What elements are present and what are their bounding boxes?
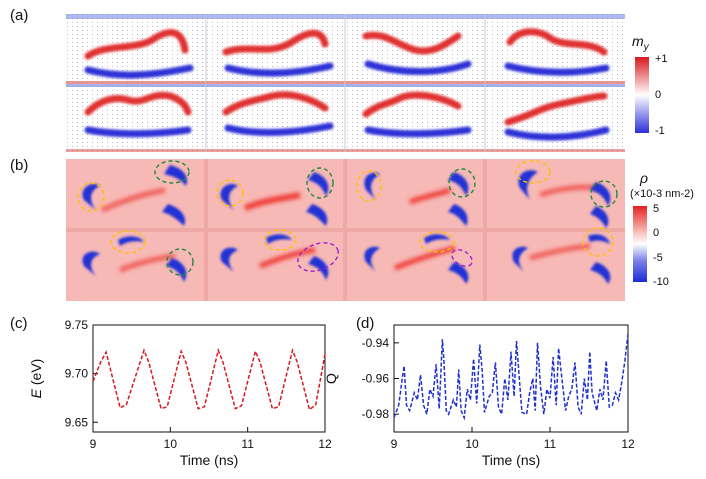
circle-green [590,180,618,208]
domain-wall-2-2 [222,91,334,136]
x-tick-label: 9 [90,437,97,451]
circle-yellow [110,230,146,254]
domain-wall-2-4 [504,92,610,141]
domain-wall-1-2 [222,29,334,77]
y-tick-label: -0.96 [362,372,390,386]
x-tick-label: 11 [544,437,557,451]
series-line-e [92,347,326,411]
x-tick-label: 12 [621,437,635,451]
colorbar-b-unit: (×10-3 nm-2) [630,188,694,200]
circle-yellow [263,229,297,251]
panel-d: (d) 9 10 11 12 -0.94 -0.96 -0.98 Time (ns) Q [323,315,635,468]
domain-wall-2-3 [362,91,472,138]
highlight-circles [77,160,618,276]
x-tick-label: 11 [241,437,254,451]
domain-wall-1-1 [84,29,194,79]
x-tick-label: 10 [465,437,479,451]
circle-green [306,167,334,199]
plot-frame [393,324,629,433]
panel-b-label: (b) [10,157,28,174]
panel-a-label: (a) [10,7,28,24]
x-tick-label: 12 [318,437,332,451]
circle-yellow [77,182,105,212]
colorbar-a-tick: 0 [655,89,661,101]
circle-yellow [515,160,551,184]
circle-purple [451,249,473,267]
circle-yellow [216,179,244,207]
circle-yellow [356,170,382,202]
circle-purple [297,242,339,272]
y-tick-label: 9.70 [65,367,89,381]
circle-yellow [419,231,455,253]
series-line-q [393,333,629,421]
colorbar-b-bar [633,206,647,282]
domain-wall-2-1 [84,91,192,138]
x-tick-label: 9 [391,437,398,451]
circle-yellow [582,227,614,257]
circle-green [448,168,476,198]
chart-charge: 9 10 11 12 -0.94 -0.96 -0.98 Time (ns) Q [323,324,635,468]
colorbar-b-tick: -5 [653,252,663,264]
x-tick-label: 10 [164,437,178,451]
panel-c-label: (c) [10,315,28,332]
colorbar-a: my +1 0 -1 [632,33,668,137]
circle-green [166,248,194,276]
skyrmion-blue-regions [82,165,611,284]
colorbar-b-tick: 5 [653,203,659,215]
charge-density-features [101,184,601,273]
plot-frame [92,324,326,433]
colorbar-b: ρ (×10-3 nm-2) 5 0 -5 -10 [630,170,694,288]
chart-energy: 9 10 11 12 9.65 9.70 9.75 Time (ns) E (eV) [28,318,332,468]
y-tick-label: 9.75 [65,318,89,332]
panel-a: (a) [10,7,668,152]
panel-d-label: (d) [356,315,374,332]
colorbar-a-tick: +1 [655,53,668,65]
domain-wall-1-4 [504,28,610,76]
y-tick-label: -0.94 [362,336,390,350]
colorbar-b-title: ρ [639,170,648,186]
y-axis-label: E (eV) [28,359,44,399]
colorbar-b-tick: 0 [653,227,659,239]
y-tick-label: -0.98 [362,407,390,421]
panel-c: (c) 9 10 11 12 9.65 9.70 9.75 Time (ns) E (eV) [10,315,332,468]
y-axis-label: Q [323,373,339,384]
panel-b: (b) [10,157,694,301]
colorbar-a-tick: -1 [655,125,665,137]
colorbar-b-tick: -10 [653,276,669,288]
domain-wall-1-3 [362,31,472,75]
colorbar-a-title: my [632,33,650,53]
x-axis-label: Time (ns) [482,452,541,468]
y-tick-label: 9.65 [65,415,89,429]
colorbar-a-bar [635,57,649,133]
circle-green [154,160,190,184]
x-axis-label: Time (ns) [180,452,239,468]
